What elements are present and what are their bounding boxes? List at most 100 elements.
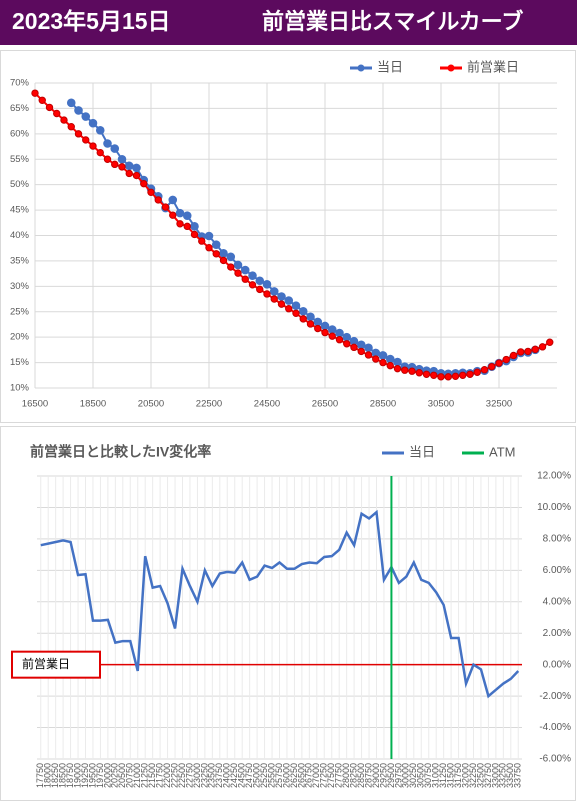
point (495, 359, 503, 367)
point (538, 343, 547, 351)
x-tick-label: 17750 (35, 763, 45, 788)
x-tick-label: 24500 (254, 399, 280, 410)
point (168, 195, 178, 205)
point (378, 351, 388, 360)
x-tick-label: 33750 (513, 763, 523, 788)
point (488, 362, 496, 371)
x-tick-label: 20250 (110, 763, 120, 788)
point (60, 116, 68, 124)
point (364, 351, 373, 359)
x-tick-label: 20500 (117, 763, 127, 788)
point (298, 306, 308, 316)
x-tick-label: 19750 (95, 763, 105, 788)
y-tick-label: 0.00% (543, 659, 571, 670)
x-tick-label: 16500 (22, 399, 48, 410)
point (401, 366, 409, 374)
point (161, 203, 170, 211)
point (480, 366, 489, 374)
x-tick-label: 18250 (50, 763, 60, 788)
legend-label: ATM (489, 444, 515, 459)
legend-marker (447, 64, 455, 72)
x-tick-label: 19000 (72, 763, 82, 788)
y-tick-label: 6.00% (543, 565, 571, 576)
y-tick-label: 12.00% (537, 471, 571, 482)
point (546, 338, 554, 346)
point (422, 370, 431, 378)
annotation: 前営業日 (22, 656, 70, 671)
point (531, 345, 539, 354)
point (328, 332, 336, 340)
point (147, 188, 155, 196)
chart-title: 前営業日と比較したIV変化率 (30, 444, 211, 460)
x-tick-label: 25250 (259, 763, 269, 788)
point (82, 136, 90, 144)
y-tick-label: 40% (10, 230, 30, 241)
x-tick-label: 32500 (486, 399, 512, 410)
point (132, 171, 141, 180)
x-tick-label: 30750 (423, 763, 433, 788)
x-tick-label: 18500 (57, 763, 67, 788)
x-tick-label: 24500 (237, 763, 247, 788)
point (211, 240, 221, 249)
point (233, 260, 243, 270)
point (430, 371, 438, 379)
y-tick-label: 35% (10, 255, 30, 266)
point (67, 123, 75, 131)
point (240, 265, 250, 275)
point (372, 355, 380, 363)
point (182, 211, 192, 220)
point (343, 340, 351, 348)
y-tick-label: 65% (10, 103, 30, 114)
x-tick-label: 22500 (177, 763, 187, 788)
point (502, 355, 510, 364)
legend-label: 当日 (409, 444, 435, 459)
point (190, 222, 199, 231)
x-tick-label: 20000 (102, 763, 112, 788)
x-tick-label: 25500 (266, 763, 276, 788)
point (451, 372, 460, 381)
point (327, 325, 337, 334)
y-tick-label: 25% (10, 306, 30, 317)
x-tick-label: 18500 (80, 399, 106, 410)
point (350, 343, 358, 352)
point (219, 248, 228, 258)
x-tick-label: 21250 (140, 763, 150, 788)
point (379, 358, 387, 367)
x-tick-label: 28500 (356, 763, 366, 788)
point (356, 340, 366, 350)
point (314, 324, 322, 333)
point (517, 348, 525, 356)
point (111, 160, 119, 169)
x-tick-label: 24750 (244, 763, 254, 788)
point (466, 370, 474, 378)
x-tick-label: 27500 (326, 763, 336, 788)
y-tick-label: 20% (10, 332, 30, 343)
x-tick-label: 23750 (214, 763, 224, 788)
point (248, 281, 257, 289)
header-title: 前営業日比スマイルカーブ (262, 9, 523, 34)
x-tick-label: 28750 (363, 763, 373, 788)
point (204, 231, 214, 241)
point (256, 285, 264, 294)
x-tick-label: 33000 (490, 763, 500, 788)
x-tick-label: 18750 (65, 763, 75, 788)
x-tick-label: 31750 (453, 763, 463, 788)
point (176, 220, 184, 228)
y-tick-label: -6.00% (539, 754, 571, 765)
point (31, 89, 39, 97)
y-tick-label: 60% (10, 128, 30, 139)
legend-marker (357, 64, 365, 72)
x-tick-label: 29750 (393, 763, 403, 788)
point (74, 106, 83, 115)
point (81, 112, 91, 121)
point (103, 139, 112, 148)
point (263, 290, 271, 298)
legend-label: 当日 (377, 59, 403, 74)
point (140, 179, 148, 188)
x-tick-label: 20500 (138, 399, 164, 410)
point (132, 163, 141, 173)
y-tick-label: 8.00% (543, 534, 571, 545)
point (183, 222, 191, 231)
x-tick-label: 21750 (154, 763, 164, 788)
